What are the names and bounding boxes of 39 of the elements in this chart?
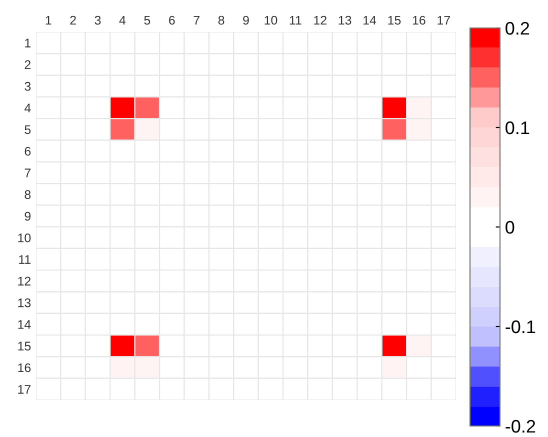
x-tick-label: 12 bbox=[314, 16, 326, 25]
y-tick-label: 9 bbox=[24, 212, 31, 221]
y-tick-label: 7 bbox=[24, 168, 31, 178]
x-tick-label: 10 bbox=[264, 16, 278, 25]
color-bar-label: -0.2 bbox=[506, 420, 536, 433]
x-tick-label: 15 bbox=[388, 16, 401, 25]
y-tick-label: 10 bbox=[18, 233, 31, 242]
y-tick-label: 11 bbox=[19, 255, 31, 264]
color-bar-label: 0.2 bbox=[506, 22, 530, 35]
x-tick-label: 1 bbox=[46, 16, 52, 25]
y-tick-label: 14 bbox=[18, 320, 31, 329]
y-tick-label: 8 bbox=[24, 190, 31, 200]
y-tick-label: 15 bbox=[18, 342, 31, 351]
y-tick-label: 1 bbox=[25, 38, 31, 48]
x-tick-label: 17 bbox=[438, 16, 450, 25]
x-tick-label: 11 bbox=[290, 16, 302, 25]
x-tick-label: 13 bbox=[338, 16, 352, 25]
x-tick-label: 14 bbox=[364, 16, 376, 25]
y-tick-label: 6 bbox=[24, 146, 31, 156]
color-bar-label: -0.1 bbox=[506, 320, 536, 334]
x-tick-label: 5 bbox=[144, 16, 150, 25]
color-bar-label: 0 bbox=[506, 220, 514, 234]
y-tick-label: 4 bbox=[24, 104, 31, 112]
y-tick-label: 12 bbox=[18, 276, 31, 286]
x-tick-label: 3 bbox=[94, 16, 101, 25]
y-tick-label: 3 bbox=[24, 82, 31, 91]
y-tick-label: 16 bbox=[18, 363, 31, 372]
x-tick-label: 4 bbox=[119, 16, 126, 25]
y-tick-label: 5 bbox=[24, 125, 31, 134]
y-tick-label: 17 bbox=[18, 385, 31, 394]
x-tick-label: 8 bbox=[218, 16, 224, 25]
x-tick-label: 9 bbox=[243, 16, 249, 25]
color-bar-label: 0.1 bbox=[506, 121, 530, 134]
y-tick-label: 2 bbox=[24, 60, 31, 69]
x-tick-label: 2 bbox=[70, 16, 76, 25]
x-tick-label: 7 bbox=[194, 16, 200, 25]
x-tick-label: 6 bbox=[169, 16, 175, 25]
y-tick-label: 13 bbox=[18, 298, 31, 308]
x-tick-label: 16 bbox=[412, 16, 426, 25]
